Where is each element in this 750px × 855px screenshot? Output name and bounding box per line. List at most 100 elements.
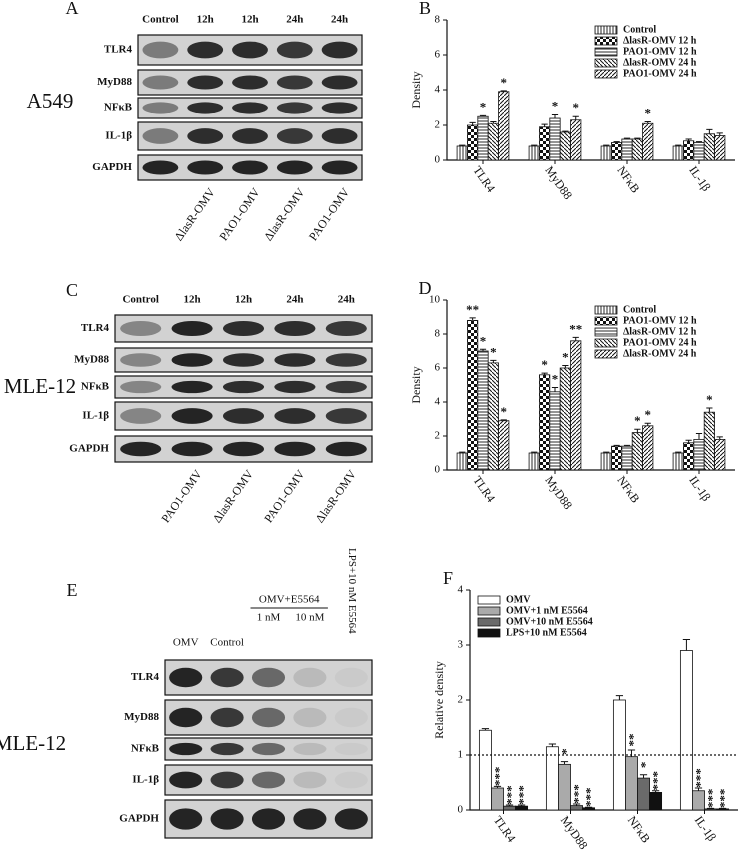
blot-band [169,771,203,789]
blot-band [222,320,265,337]
bar [600,452,612,471]
blot-band [142,41,179,59]
significance-mark: * [500,404,507,419]
blot-row-label: TLR4 [81,322,110,334]
bar [672,452,684,471]
lane-label: Control [122,294,158,306]
error-bar [562,130,569,132]
error-bar [517,804,526,807]
blot-band [142,160,179,175]
blot-band [120,441,162,457]
blot-row-label: NFκB [131,743,160,755]
legend-swatch [594,338,618,348]
legend-label: OMV+10 nM E5564 [506,616,593,627]
blot-band [293,808,327,830]
significance-mark: * [644,407,651,422]
significance-mark: * [541,357,548,372]
blot-band [222,408,265,424]
bar [570,805,583,811]
error-bar [695,141,703,143]
bar [456,452,468,471]
legend-label: Control [623,304,656,315]
bar [611,445,623,471]
significance-mark: * [552,372,559,387]
significance-mark: *** [504,785,519,805]
error-bar [551,114,559,118]
significance-mark: *** [692,768,707,788]
blot-row-label: MyD88 [124,711,159,723]
legend-swatch [477,628,501,638]
bar [672,145,684,161]
blot-row-label: TLR4 [131,671,160,683]
bar [491,787,504,811]
group-label: OMV+E5564 [259,594,320,606]
x-tick-label: TLR4 [470,473,498,505]
bar [683,140,695,161]
y-tick-label: 0 [435,154,441,166]
significance-mark: *** [571,784,586,804]
bar [559,367,571,471]
error-bar [634,428,641,433]
treatment-label: ΔlasR-OMV [313,467,360,525]
legend-label: ΔlasR-OMV 12 h [623,35,697,46]
legend-label: ΔlasR-OMV 12 h [623,326,697,337]
blot-band [120,408,162,424]
cell-line: MLE-12 [0,731,66,755]
blot-row-label: MyD88 [74,354,109,366]
legend-swatch [594,58,618,68]
error-bar [505,804,514,807]
treatment-label: ΔlasR-OMV [261,185,308,243]
error-bar [682,639,691,651]
bar [558,763,571,811]
legend-swatch [594,305,618,315]
legend-swatch [594,25,618,35]
blot-row-label: IL-1β [82,410,109,422]
blot-band [274,408,316,424]
x-tick-label: NFκB [614,163,642,195]
treatment-label: ΔlasR-OMV [210,467,257,525]
y-tick-label: 8 [435,14,441,26]
blot-row-label: IL-1β [132,774,159,786]
bar [559,131,571,161]
bar [539,126,551,161]
significance-mark: * [552,98,559,113]
treatment-label: PAO1-OMV [158,467,205,525]
blot-band [187,160,224,175]
blot-band [334,808,368,830]
bar [549,391,561,471]
bar [467,319,479,471]
panel-letter: D [419,278,432,298]
bar [539,374,551,471]
legend-swatch [477,595,501,605]
x-tick-label: IL-1β [686,163,713,194]
legend-swatch [594,36,618,46]
y-tick-label: 8 [435,328,441,340]
error-bar [584,806,593,808]
bar [477,350,489,471]
error-bar [572,803,581,806]
blot-band [222,353,265,367]
blot-band [210,667,244,688]
blot-band [187,128,224,144]
y-axis-label: Relative density [432,661,446,739]
error-bar [695,432,703,440]
legend-label: ΔlasR-OMV 24 h [623,348,697,359]
error-bar [639,774,648,779]
error-bar [623,137,631,139]
blot-row-label: IL-1β [105,130,132,142]
blot-band [276,160,313,175]
legend-label: PAO1-OMV 12 h [623,315,697,326]
y-tick-label: 0 [435,464,441,476]
bar [528,452,540,471]
blot-band [187,41,224,59]
error-bar [541,372,548,375]
error-bar [531,144,538,146]
x-tick-label: NFκB [614,473,642,505]
blot-band [171,353,213,367]
x-tick-label: IL-1β [686,473,713,504]
error-bar [706,407,713,413]
y-tick-label: 0 [458,804,464,816]
significance-mark: * [500,75,507,90]
bar [487,122,499,161]
bar [582,807,596,811]
